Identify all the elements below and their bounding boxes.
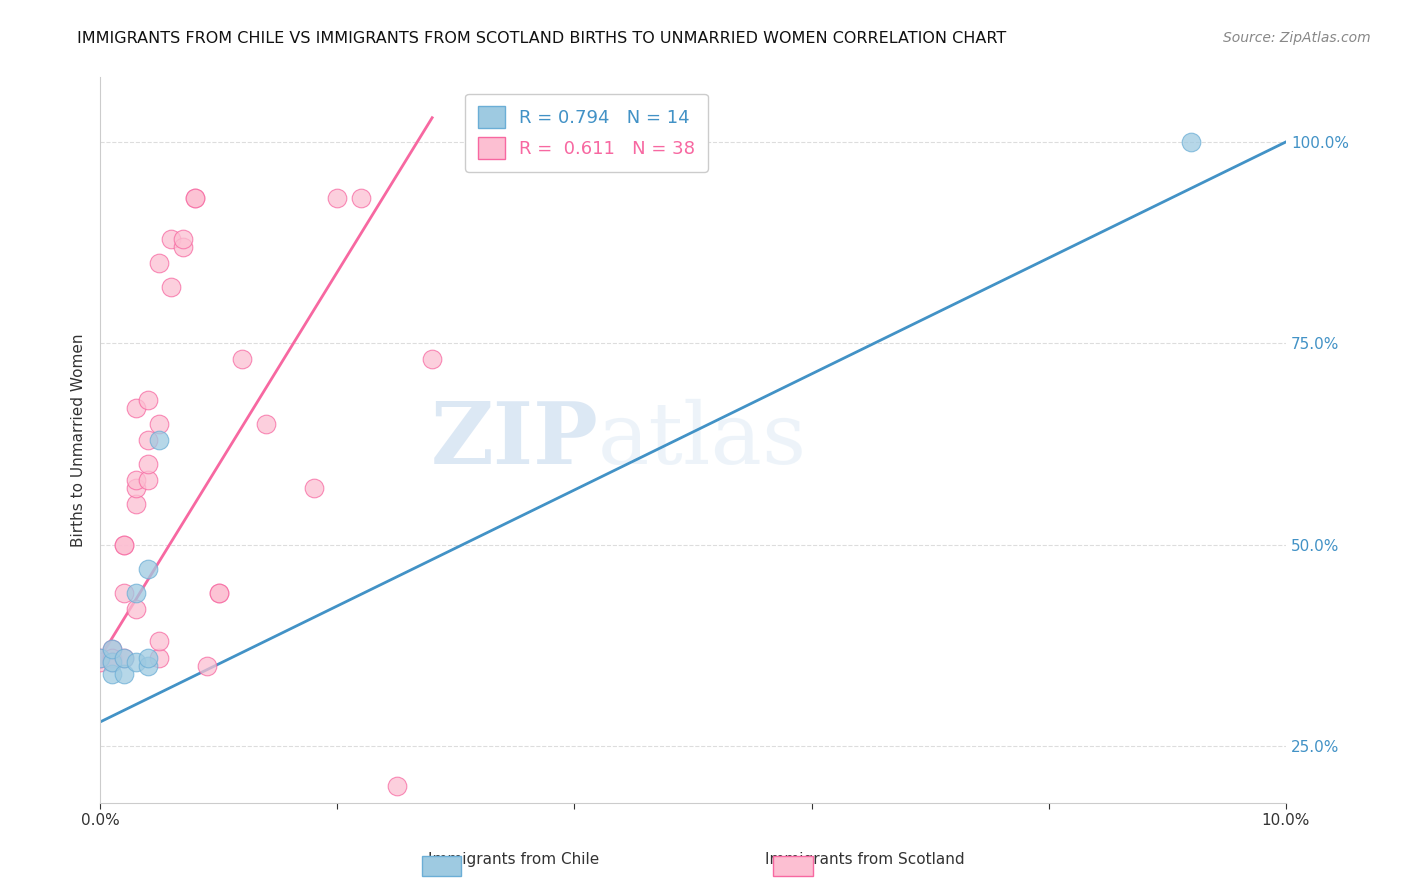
Point — [101, 642, 124, 657]
Point — [125, 498, 148, 512]
Point — [302, 481, 325, 495]
Point — [125, 655, 148, 669]
Point — [125, 473, 148, 487]
Point — [148, 634, 170, 648]
Point — [101, 666, 124, 681]
Point — [136, 457, 159, 471]
Point — [89, 650, 111, 665]
Legend: R = 0.794   N = 14, R =  0.611   N = 38: R = 0.794 N = 14, R = 0.611 N = 38 — [465, 94, 707, 172]
Point — [254, 417, 277, 431]
Point — [125, 401, 148, 415]
Point — [112, 650, 135, 665]
Text: IMMIGRANTS FROM CHILE VS IMMIGRANTS FROM SCOTLAND BIRTHS TO UNMARRIED WOMEN CORR: IMMIGRANTS FROM CHILE VS IMMIGRANTS FROM… — [77, 31, 1007, 46]
Text: Source: ZipAtlas.com: Source: ZipAtlas.com — [1223, 31, 1371, 45]
Point — [112, 538, 135, 552]
Point — [160, 231, 183, 245]
Point — [148, 256, 170, 270]
Text: atlas: atlas — [598, 399, 807, 482]
Point — [101, 655, 124, 669]
Text: Immigrants from Scotland: Immigrants from Scotland — [765, 852, 965, 867]
Point — [112, 538, 135, 552]
Point — [208, 586, 231, 600]
Point — [564, 828, 586, 842]
Point — [184, 191, 207, 205]
Text: ZIP: ZIP — [430, 398, 598, 482]
Point — [148, 433, 170, 447]
Point — [136, 650, 159, 665]
Point — [101, 642, 124, 657]
Point — [136, 658, 159, 673]
Point — [326, 191, 349, 205]
Point — [136, 392, 159, 407]
Point — [101, 650, 124, 665]
Y-axis label: Births to Unmarried Women: Births to Unmarried Women — [72, 334, 86, 547]
Point — [89, 655, 111, 669]
Point — [160, 280, 183, 294]
Point — [1180, 135, 1202, 149]
Point — [112, 666, 135, 681]
Point — [172, 231, 194, 245]
Point — [136, 562, 159, 576]
Point — [420, 352, 443, 367]
Point — [385, 780, 408, 794]
Point — [231, 352, 253, 367]
Text: Immigrants from Chile: Immigrants from Chile — [427, 852, 599, 867]
Point — [125, 586, 148, 600]
Point — [101, 655, 124, 669]
Point — [136, 473, 159, 487]
Point — [172, 239, 194, 253]
Point — [89, 650, 111, 665]
Point — [195, 658, 218, 673]
Point — [125, 481, 148, 495]
Point — [125, 602, 148, 616]
Point — [112, 586, 135, 600]
Point — [148, 650, 170, 665]
Point — [208, 586, 231, 600]
Point — [136, 433, 159, 447]
Point — [350, 191, 373, 205]
Point — [184, 191, 207, 205]
Point — [112, 650, 135, 665]
Point — [148, 417, 170, 431]
